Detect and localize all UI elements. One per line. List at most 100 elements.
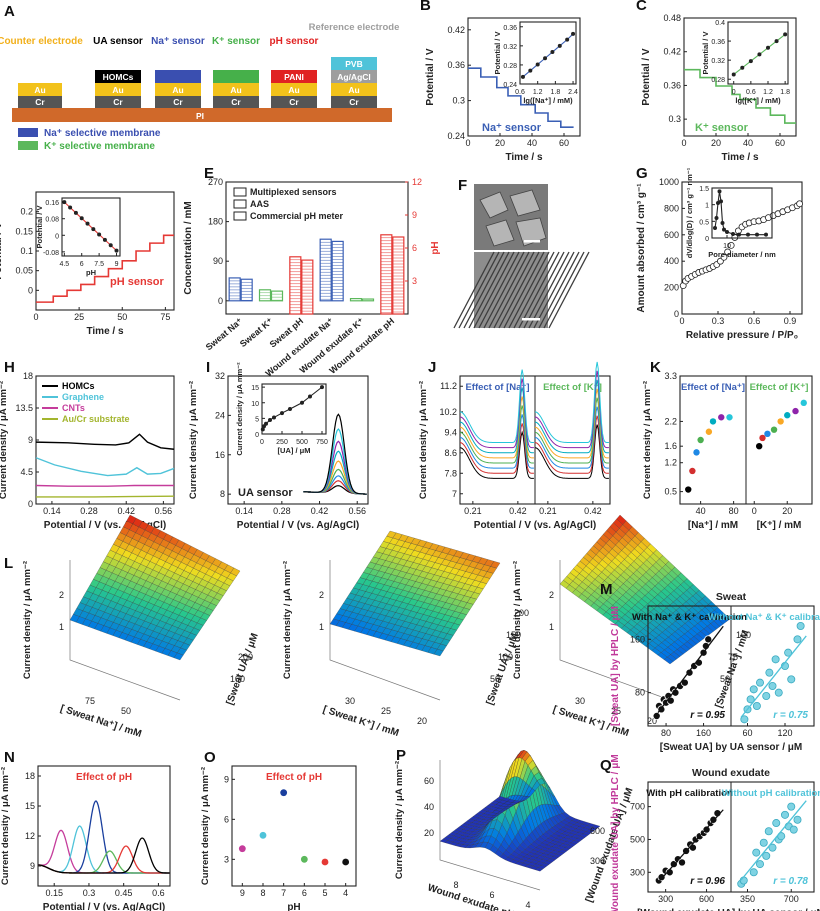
reference-electrode-label: Reference electrode: [309, 22, 400, 33]
axis-box: [439, 760, 541, 891]
step-series-line: [684, 68, 796, 124]
y-tick-label: 0.08: [45, 217, 59, 224]
data-point: [762, 851, 771, 860]
data-point: [793, 635, 802, 644]
voltammogram-line: [459, 405, 534, 464]
y-tick-label: 15: [25, 801, 35, 811]
y-tick-label: 600: [590, 826, 605, 836]
x-axis-label: [K⁺] / mM: [757, 520, 802, 531]
inset-point: [272, 415, 276, 420]
plot-frame: [683, 17, 797, 137]
inset-point: [320, 385, 324, 390]
y-tick-label: 0.36: [447, 60, 465, 70]
data-point: [739, 876, 748, 885]
scale-bar: [522, 318, 540, 321]
legend-label: Multiplexed sensors: [250, 187, 337, 197]
data-point: [259, 831, 267, 839]
inset-point: [783, 32, 788, 37]
x-tick-label: 20: [495, 138, 505, 148]
x-tick-label: 1.8: [780, 89, 790, 96]
x-tick-label: 0.42: [509, 506, 527, 516]
au-label: Au: [230, 85, 241, 95]
y-tick-label: 0.28: [711, 77, 725, 84]
cr-label: Cr: [35, 97, 45, 107]
y-tick-label: 0.36: [503, 25, 517, 32]
y-tick-label: 3.3: [664, 371, 677, 381]
data-point: [800, 399, 807, 407]
x-tick-label: 8: [453, 880, 458, 890]
surface-plot-2: Current density / μA mm⁻²[ Sweat K⁺] / m…: [282, 530, 529, 739]
fit-line: [740, 635, 807, 718]
y-tick-label: 3: [412, 276, 417, 286]
x-tick-label: 0.42: [584, 506, 602, 516]
au-label: Au: [34, 85, 45, 95]
inset-point: [535, 62, 540, 67]
y-tick-label: 0: [55, 233, 59, 240]
panel-j: 7 7.8 8.6 9.4 10.2 11.2 0.21 0.42 Effect of [Na⁺…: [418, 361, 611, 531]
y-tick-label: 200: [238, 652, 253, 662]
voltammogram-line: [303, 475, 367, 495]
bar: [289, 256, 302, 315]
y-tick-label: 500: [630, 834, 645, 844]
data-point: [280, 789, 288, 797]
inset-point: [731, 72, 736, 77]
chart-title: Effect of pH: [266, 772, 322, 783]
panel-label: P: [396, 747, 406, 764]
y-tick-label: 0.1: [20, 246, 33, 256]
au-label: Au: [172, 85, 183, 95]
x-axis-label: Potential / V (vs. Ag/AgCl): [44, 520, 166, 531]
inset-point: [528, 68, 533, 73]
voltammogram-line: [303, 413, 367, 495]
inset-point: [571, 31, 576, 36]
x-tick-label: 1.2: [533, 89, 543, 96]
x-axis-label: [Wound exudate UA] by UA sensor / μM: [637, 908, 820, 911]
y-tick-label: 100: [230, 674, 245, 684]
x-tick-label: 7: [281, 888, 286, 898]
y-tick-label: 18: [25, 771, 35, 781]
y-tick-label: 1.6: [664, 441, 677, 451]
y-tick-label: 16: [215, 450, 225, 460]
lattice-line: [523, 251, 565, 329]
z-tick-label: 1: [549, 622, 554, 632]
y-tick-label: 0.24: [447, 131, 465, 141]
legend-label: Commercial pH meter: [250, 211, 344, 221]
series-line: [35, 457, 175, 477]
voltammogram-line: [534, 361, 609, 444]
panel-label: I: [206, 359, 210, 376]
y-axis-label: [Sweat Na⁺] / mM: [713, 629, 751, 710]
k-membrane-legend: K⁺ selective membrane: [44, 141, 155, 152]
lattice-line: [473, 251, 515, 329]
inset-point: [557, 43, 562, 48]
y-tick-label: 4.5: [20, 467, 33, 477]
y-tick-label: 5: [255, 416, 259, 423]
panel-n: 0.15 0.3 0.45 0.6 9 12 15 18 Effect of pH Potenti…: [0, 765, 171, 911]
y-tick-label: 1000: [659, 177, 679, 187]
y-tick-label: 0.32: [503, 44, 517, 51]
inset-point: [520, 74, 525, 79]
x-tick-label: 0: [681, 138, 686, 148]
y-tick-label: 1.2: [664, 458, 677, 468]
x-tick-label: 1.2: [763, 89, 773, 96]
y-tick-label: 0.36: [711, 39, 725, 46]
bar: [258, 289, 272, 302]
voltammogram-line: [37, 825, 170, 874]
y-tick-label: 9.4: [444, 427, 457, 437]
data-point: [702, 825, 711, 834]
y-tick-label: 9: [30, 861, 35, 871]
data-point: [781, 810, 790, 819]
y-tick-label: 75: [728, 652, 738, 662]
legend-label: AAS: [250, 199, 269, 209]
x-axis-label: [UA] / μM: [278, 446, 311, 455]
bar: [392, 236, 405, 315]
y-axis-label: Current density / μA mm⁻²: [0, 767, 11, 885]
panel-label: K: [650, 359, 661, 376]
y-axis-label: Current density / μA mm⁻²: [200, 767, 211, 885]
x-axis-label: Time / s: [86, 326, 123, 337]
y-tick-label: 700: [630, 802, 645, 812]
x-tick-label: 50: [117, 312, 127, 322]
x-tick-label: 75: [85, 696, 95, 706]
counter-electrode-label: Counter electrode: [0, 36, 83, 47]
inset-point: [308, 394, 312, 399]
x-tick-label: 25: [611, 706, 621, 716]
z-tick-label: 2: [59, 590, 64, 600]
